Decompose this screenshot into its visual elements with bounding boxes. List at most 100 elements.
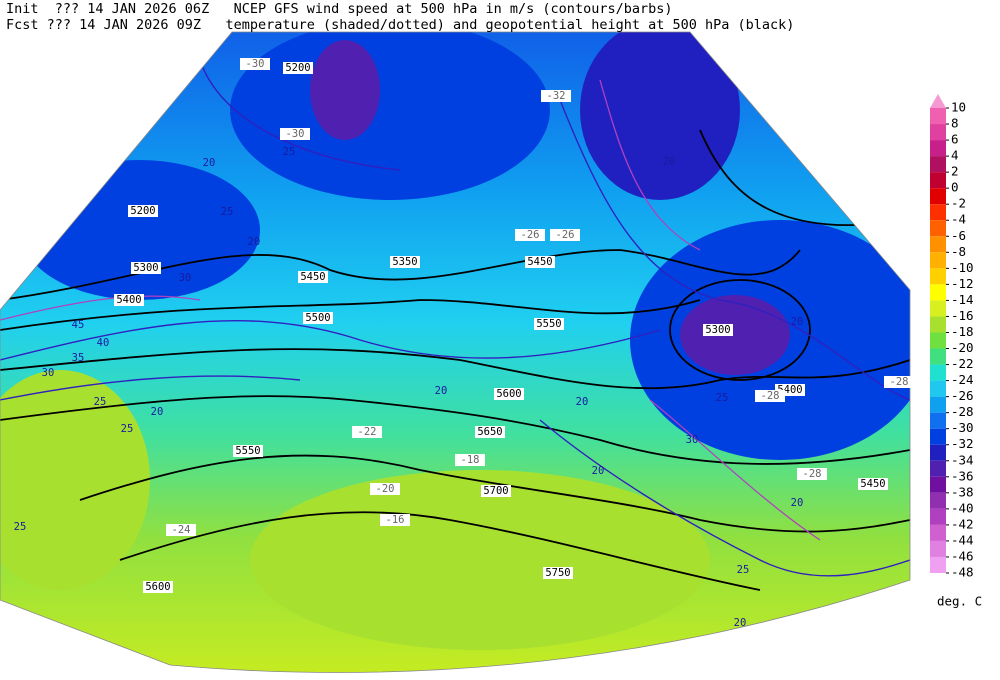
colorbar-swatch xyxy=(930,252,946,269)
wind-contours xyxy=(0,59,910,577)
wind-label: 25 xyxy=(221,206,234,218)
colorbar-swatch xyxy=(930,380,946,397)
label-box xyxy=(352,426,382,438)
colorbar-label: -26 xyxy=(951,388,974,403)
colorbar-label: -48 xyxy=(951,565,974,580)
cold-area xyxy=(20,160,260,300)
label-box xyxy=(541,90,571,102)
height-label: 5450 xyxy=(300,271,325,283)
label-box xyxy=(755,390,785,402)
wind-label: 30 xyxy=(179,272,192,284)
label-box xyxy=(515,229,545,241)
temperature-label: -32 xyxy=(547,90,566,102)
label-box xyxy=(543,567,573,579)
warm-area xyxy=(0,370,150,590)
colorbar-label: 0 xyxy=(951,180,959,195)
cold-core xyxy=(680,295,790,375)
colorbar-label: -42 xyxy=(951,516,974,531)
wind-label: 25 xyxy=(94,396,107,408)
label-box xyxy=(370,483,400,495)
colorbar-swatch xyxy=(930,316,946,333)
height-label: 5750 xyxy=(545,567,570,579)
colorbar-label: 2 xyxy=(951,164,959,179)
strong-wind-contours xyxy=(0,79,821,541)
wind-label: 20 xyxy=(435,385,448,397)
colorbar-swatch xyxy=(930,444,946,461)
map-border xyxy=(0,31,911,673)
label-box xyxy=(475,426,505,438)
colorbar-unit: deg. C xyxy=(937,594,982,609)
colorbar-label: -16 xyxy=(951,308,974,323)
wind-label: 35 xyxy=(72,352,85,364)
wind-label: 20 xyxy=(791,497,804,509)
temperature-label: -16 xyxy=(386,514,405,526)
colorbar-label: -18 xyxy=(951,324,974,339)
colorbar-label: -30 xyxy=(951,420,974,435)
height-label: 5600 xyxy=(145,581,170,593)
temperature-label: -18 xyxy=(461,454,480,466)
colorbar-triangle xyxy=(930,94,946,108)
colorbar-swatch xyxy=(930,156,946,173)
colorbar-swatch xyxy=(930,556,946,573)
colorbar-swatch xyxy=(930,428,946,445)
label-box xyxy=(550,229,580,241)
wind-label: 20 xyxy=(791,316,804,328)
height-label: 5700 xyxy=(483,485,508,497)
label-box xyxy=(303,312,333,324)
label-box xyxy=(797,468,827,480)
height-label: 5300 xyxy=(705,324,730,336)
colorbar-swatch xyxy=(930,188,946,205)
header-line: Fcst ??? 14 JAN 2026 09Z temperature (sh… xyxy=(6,17,794,33)
wind-label: 20 xyxy=(592,465,605,477)
height-label: 5400 xyxy=(116,294,141,306)
wind-label: 25 xyxy=(737,564,750,576)
height-label: 5550 xyxy=(536,318,561,330)
colorbar-label: 10 xyxy=(951,100,966,115)
colorbar-swatch xyxy=(930,172,946,189)
colorbar-swatch xyxy=(930,348,946,365)
wind-label: 40 xyxy=(97,337,110,349)
label-box xyxy=(143,581,173,593)
height-label: 5300 xyxy=(133,262,158,274)
height-contours xyxy=(0,129,910,591)
wind-label: 25 xyxy=(283,146,296,158)
label-box xyxy=(131,262,161,274)
colorbar-label: -38 xyxy=(951,484,974,499)
temperature-label: -22 xyxy=(358,426,377,438)
wind-label: 20 xyxy=(151,406,164,418)
colorbar-swatch xyxy=(930,476,946,493)
label-box xyxy=(481,485,511,497)
colorbar-swatch xyxy=(930,140,946,157)
cold-core xyxy=(580,32,740,200)
colorbar-swatch xyxy=(930,412,946,429)
colorbar-swatch xyxy=(930,236,946,253)
temperature-label: -30 xyxy=(286,128,305,140)
wind-label: 20 xyxy=(203,157,216,169)
colorbar-label: -24 xyxy=(951,372,974,387)
colorbar-swatch xyxy=(930,204,946,221)
label-box xyxy=(128,205,158,217)
temperature-label: -30 xyxy=(246,58,265,70)
colorbar-swatch xyxy=(930,492,946,509)
colorbar-label: -34 xyxy=(951,452,974,467)
colorbar-swatch xyxy=(930,220,946,237)
colorbar: 1086420-2-4-6-8-10-12-14-16-18-20-22-24-… xyxy=(930,94,974,580)
label-box xyxy=(380,514,410,526)
wind-label: 25 xyxy=(716,392,729,404)
colorbar-label: -2 xyxy=(951,196,966,211)
label-box xyxy=(494,388,524,400)
colorbar-swatch xyxy=(930,300,946,317)
wind-label: 25 xyxy=(121,423,134,435)
wind-label: 20 xyxy=(248,236,261,248)
label-box xyxy=(114,294,144,306)
warm-area xyxy=(250,470,710,650)
temperature-label: -28 xyxy=(803,468,822,480)
colorbar-swatch xyxy=(930,460,946,477)
colorbar-swatch xyxy=(930,124,946,141)
wind-label: 45 xyxy=(72,319,85,331)
map-labels: 5200 5200 5300 5350 5400 5450 5500 5550 5600 5650… xyxy=(14,58,914,629)
label-box xyxy=(525,256,555,268)
wind-label: 25 xyxy=(14,521,27,533)
label-box xyxy=(534,318,564,330)
colorbar-label: -10 xyxy=(951,260,974,275)
